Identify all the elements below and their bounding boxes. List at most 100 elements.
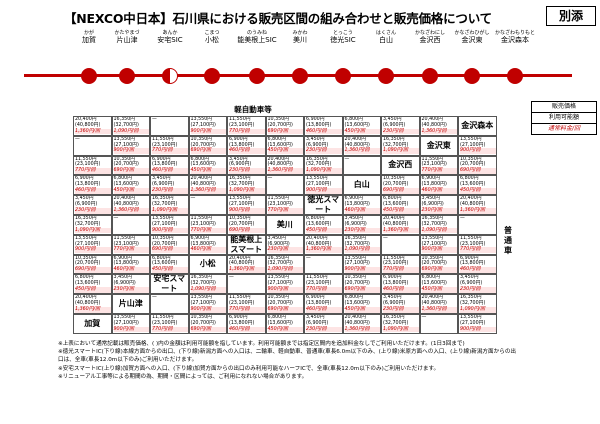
station-7: はくさん 白山: [356, 30, 416, 44]
price-cell: 10,350円 (20,700円) 690円/回: [419, 254, 458, 275]
station-name: 金沢東: [461, 36, 483, 44]
price-cell: 13,550円 (27,100円) 900円/回: [73, 234, 112, 255]
interchange-label: 金沢西: [381, 155, 420, 176]
price-cell: 11,550円 (23,100円) 770円/回: [150, 135, 189, 156]
price-cell: 6,900円 (13,800円) 460円/回: [381, 274, 420, 295]
station-name: 美川: [293, 36, 307, 44]
price-cell: 11,550円 (23,100円) 770円/回: [188, 215, 227, 235]
price-cell: 10,350円 (20,700円) 690円/回: [381, 175, 420, 196]
price-cell: 3,450円 (6,900円) 230円/回: [381, 294, 420, 314]
station-kana: かなざわにし: [414, 30, 445, 36]
price-cell: 6,900円 (13,800円) 460円/回: [342, 195, 381, 215]
station-0: かが 加賀: [59, 30, 119, 44]
price-cell: —: [458, 215, 497, 235]
price-cell: 6,800円 (13,600円) 450円/回: [150, 254, 189, 275]
price-cell: 6,900円 (13,800円) 460円/回: [73, 175, 112, 196]
price-cell: 13,550円 (27,100円) 900円/回: [342, 254, 381, 275]
price-cell: 16,350円 (32,700円) 1,090円/回: [381, 314, 420, 334]
price-cell: 11,550円 (23,100円) 770円/回: [265, 195, 304, 215]
price-cell: 13,550円 (27,100円) 900円/回: [304, 175, 343, 196]
price-cell: 3,450円 (6,900円) 230円/回: [150, 175, 189, 196]
price-cell: 6,800円 (13,600円) 450円/回: [381, 195, 420, 215]
price-cell: 6,800円 (13,600円) 450円/回: [265, 314, 304, 334]
price-cell: —: [73, 135, 112, 156]
price-cell: 20,400円 (40,800円) 1,360円/回: [458, 195, 497, 215]
price-cell: 16,350円 (32,700円) 1,090円/回: [111, 116, 150, 136]
price-cell: 6,800円 (13,600円) 450円/回: [188, 155, 227, 176]
price-cell: —: [419, 314, 458, 334]
price-cell: 20,400円 (40,800円) 1,360円/回: [227, 254, 266, 275]
price-cell: 16,350円 (32,700円) 1,090円/回: [458, 294, 497, 314]
price-cell: 20,400円 (40,800円) 1,360円/回: [342, 135, 381, 156]
price-cell: 6,800円 (13,600円) 450円/回: [265, 135, 304, 156]
station-kana: かが: [83, 30, 94, 36]
price-cell: 10,350円 (20,700円) 690円/回: [458, 155, 497, 176]
page-title: 【NEXCO中日本】石川県における販売区間の組み合わせと販売価格について: [64, 11, 492, 26]
station-marker: [119, 68, 135, 84]
price-cell: 16,350円 (32,700円) 1,090円/回: [265, 254, 304, 275]
price-cell: 10,350円 (20,700円) 690円/回: [188, 314, 227, 334]
station-1: かたやまづ 片山津: [97, 30, 157, 44]
price-cell: 13,550円 (27,100円) 900円/回: [188, 294, 227, 314]
station-marker: [204, 68, 220, 84]
price-cell: 3,450円 (6,900円) 230円/回: [458, 274, 497, 295]
price-cell: 13,550円 (27,100円) 900円/回: [111, 314, 150, 334]
price-cell: 6,800円 (13,600円) 450円/回: [458, 175, 497, 196]
price-cell: 10,350円 (20,700円) 690円/回: [111, 155, 150, 176]
price-cell: 20,400円 (40,800円) 1,360円/回: [111, 195, 150, 215]
attachment-badge: 別添: [546, 6, 596, 26]
price-cell: 20,400円 (40,800円) 1,360円/回: [342, 314, 381, 334]
station-name: 片山津: [116, 36, 138, 44]
price-cell: 11,550円 (23,100円) 770円/回: [419, 155, 458, 176]
price-cell: 6,900円 (13,800円) 460円/回: [304, 116, 343, 136]
price-cell: 3,450円 (6,900円) 230円/回: [265, 234, 304, 255]
side-label: 普通車: [504, 226, 512, 255]
station-3: こまつ 小松: [182, 30, 242, 44]
legend: 販売価格 利用可能額 通常料金/回: [531, 101, 597, 135]
price-cell: —: [150, 116, 189, 136]
station-kana: はくさん: [375, 30, 396, 36]
price-cell: 3,450円 (6,900円) 230円/回: [111, 274, 150, 295]
station-marker: [81, 68, 97, 84]
price-cell: —: [304, 254, 343, 275]
price-cell: 20,400円 (40,800円) 1,360円/回: [188, 175, 227, 196]
price-cell: 6,900円 (13,800円) 460円/回: [150, 155, 189, 176]
price-cell: 3,450円 (6,900円) 230円/回: [304, 314, 343, 334]
interchange-label: 安宅スマート: [150, 274, 189, 295]
price-cell: 13,550円 (27,100円) 900円/回: [265, 274, 304, 295]
price-cell: 16,350円 (32,700円) 1,090円/回: [188, 274, 227, 295]
station-2: あんか 安宅SIC: [140, 30, 200, 44]
interchange-label: 加賀: [73, 314, 112, 334]
price-cell: —: [188, 195, 227, 215]
price-cell: 3,450円 (6,900円) 230円/回: [419, 195, 458, 215]
price-cell: 20,400円 (40,800円) 1,360円/回: [419, 294, 458, 314]
price-cell: 16,350円 (32,700円) 1,090円/回: [73, 215, 112, 235]
station-marker: [507, 68, 523, 84]
station-marker: [335, 68, 351, 84]
station-4: のうみね 能美根上SIC: [227, 30, 287, 44]
price-cell: 3,450円 (6,900円) 230円/回: [342, 215, 381, 235]
station-name: 能美根上SIC: [237, 36, 277, 44]
station-5: みかわ 美川: [270, 30, 330, 44]
price-cell: 13,550円 (27,100円) 900円/回: [111, 135, 150, 156]
price-cell: 11,550円 (23,100円) 770円/回: [304, 274, 343, 295]
price-cell: 10,350円 (20,700円) 690円/回: [227, 215, 266, 235]
price-cell: —: [150, 294, 189, 314]
station-6: とっこう 徳光SIC: [313, 30, 373, 44]
price-cell: 11,550円 (23,100円) 770円/回: [227, 116, 266, 136]
interchange-label: 白山: [342, 175, 381, 196]
interchange-label: 金沢森本: [458, 116, 497, 136]
price-cell: 6,900円 (13,800円) 460円/回: [188, 234, 227, 255]
station-9: かなざわひがし 金沢東: [442, 30, 502, 44]
price-cell: 3,450円 (6,900円) 230円/回: [381, 116, 420, 136]
interchange-label: 片山津: [111, 294, 150, 314]
price-cell: 20,400円 (40,800円) 1,360円/回: [265, 155, 304, 176]
price-cell: 13,550円 (27,100円) 900円/回: [150, 215, 189, 235]
price-cell: 6,900円 (13,800円) 460円/回: [227, 135, 266, 156]
station-name: 安宅SIC: [157, 36, 183, 44]
price-cell: 6,800円 (13,600円) 450円/回: [419, 274, 458, 295]
note-1: ※上表において通常記載は販売価格、( )内の金額は利用可能額を指しています。利用…: [58, 341, 465, 347]
station-marker: [249, 68, 265, 84]
note-2: ※徳光スマートIC(下り線)本線方面からの出口、(下り線)新潟方面への入口は、二…: [58, 349, 517, 356]
price-cell: —: [227, 274, 266, 295]
